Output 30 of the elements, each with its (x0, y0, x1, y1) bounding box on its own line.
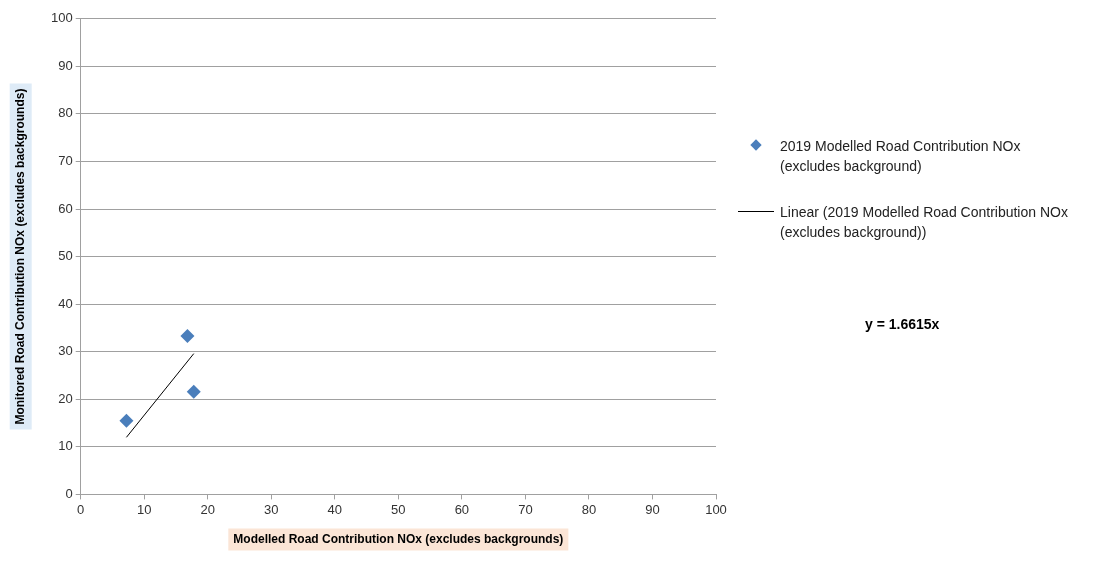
y-tick-label: 40 (58, 295, 73, 311)
y-tick-label: 50 (58, 248, 73, 264)
x-tick-label: 30 (264, 501, 279, 517)
y-tick-label: 30 (58, 343, 73, 359)
y-tick-label: 0 (65, 485, 73, 501)
point (180, 329, 195, 344)
y-tick-label: 90 (58, 57, 73, 73)
x-tick-label: 60 (454, 501, 470, 517)
x-tick-label: 70 (518, 501, 533, 517)
x-tick-label: 10 (136, 501, 152, 517)
x-tick-label: 80 (581, 501, 597, 517)
y-tick-label: 100 (50, 10, 73, 26)
text: y = 1.6615x (865, 316, 940, 332)
y-tick-label: 60 (58, 200, 73, 216)
y-tick-label: 70 (58, 153, 73, 169)
x-tick-label: 40 (327, 501, 343, 517)
point (119, 413, 134, 428)
x-axis-title: Modelled Road Contribution NOx (excludes backgrounds) (233, 531, 564, 546)
point (186, 384, 201, 399)
x-tick-label: 0 (77, 501, 85, 517)
y-axis-title: Monitored Road Contribution NOx (excludes backgrounds) (13, 88, 27, 425)
x-tick-label: 50 (391, 501, 406, 517)
y-tick-label: 10 (58, 438, 73, 454)
x-tick-label: 20 (200, 501, 215, 517)
x-tick-label: 90 (645, 501, 660, 517)
legend-label: 2019 Modelled Road Contribution NOx (excludes background) (780, 137, 1022, 176)
y-tick-label: 80 (58, 105, 73, 121)
x-tick-label: 100 (705, 501, 727, 517)
legend-label: Linear (2019 Modelled Road Contribution NOx (excludes background)) (780, 203, 1069, 242)
y-tick-label: 20 (58, 390, 73, 406)
